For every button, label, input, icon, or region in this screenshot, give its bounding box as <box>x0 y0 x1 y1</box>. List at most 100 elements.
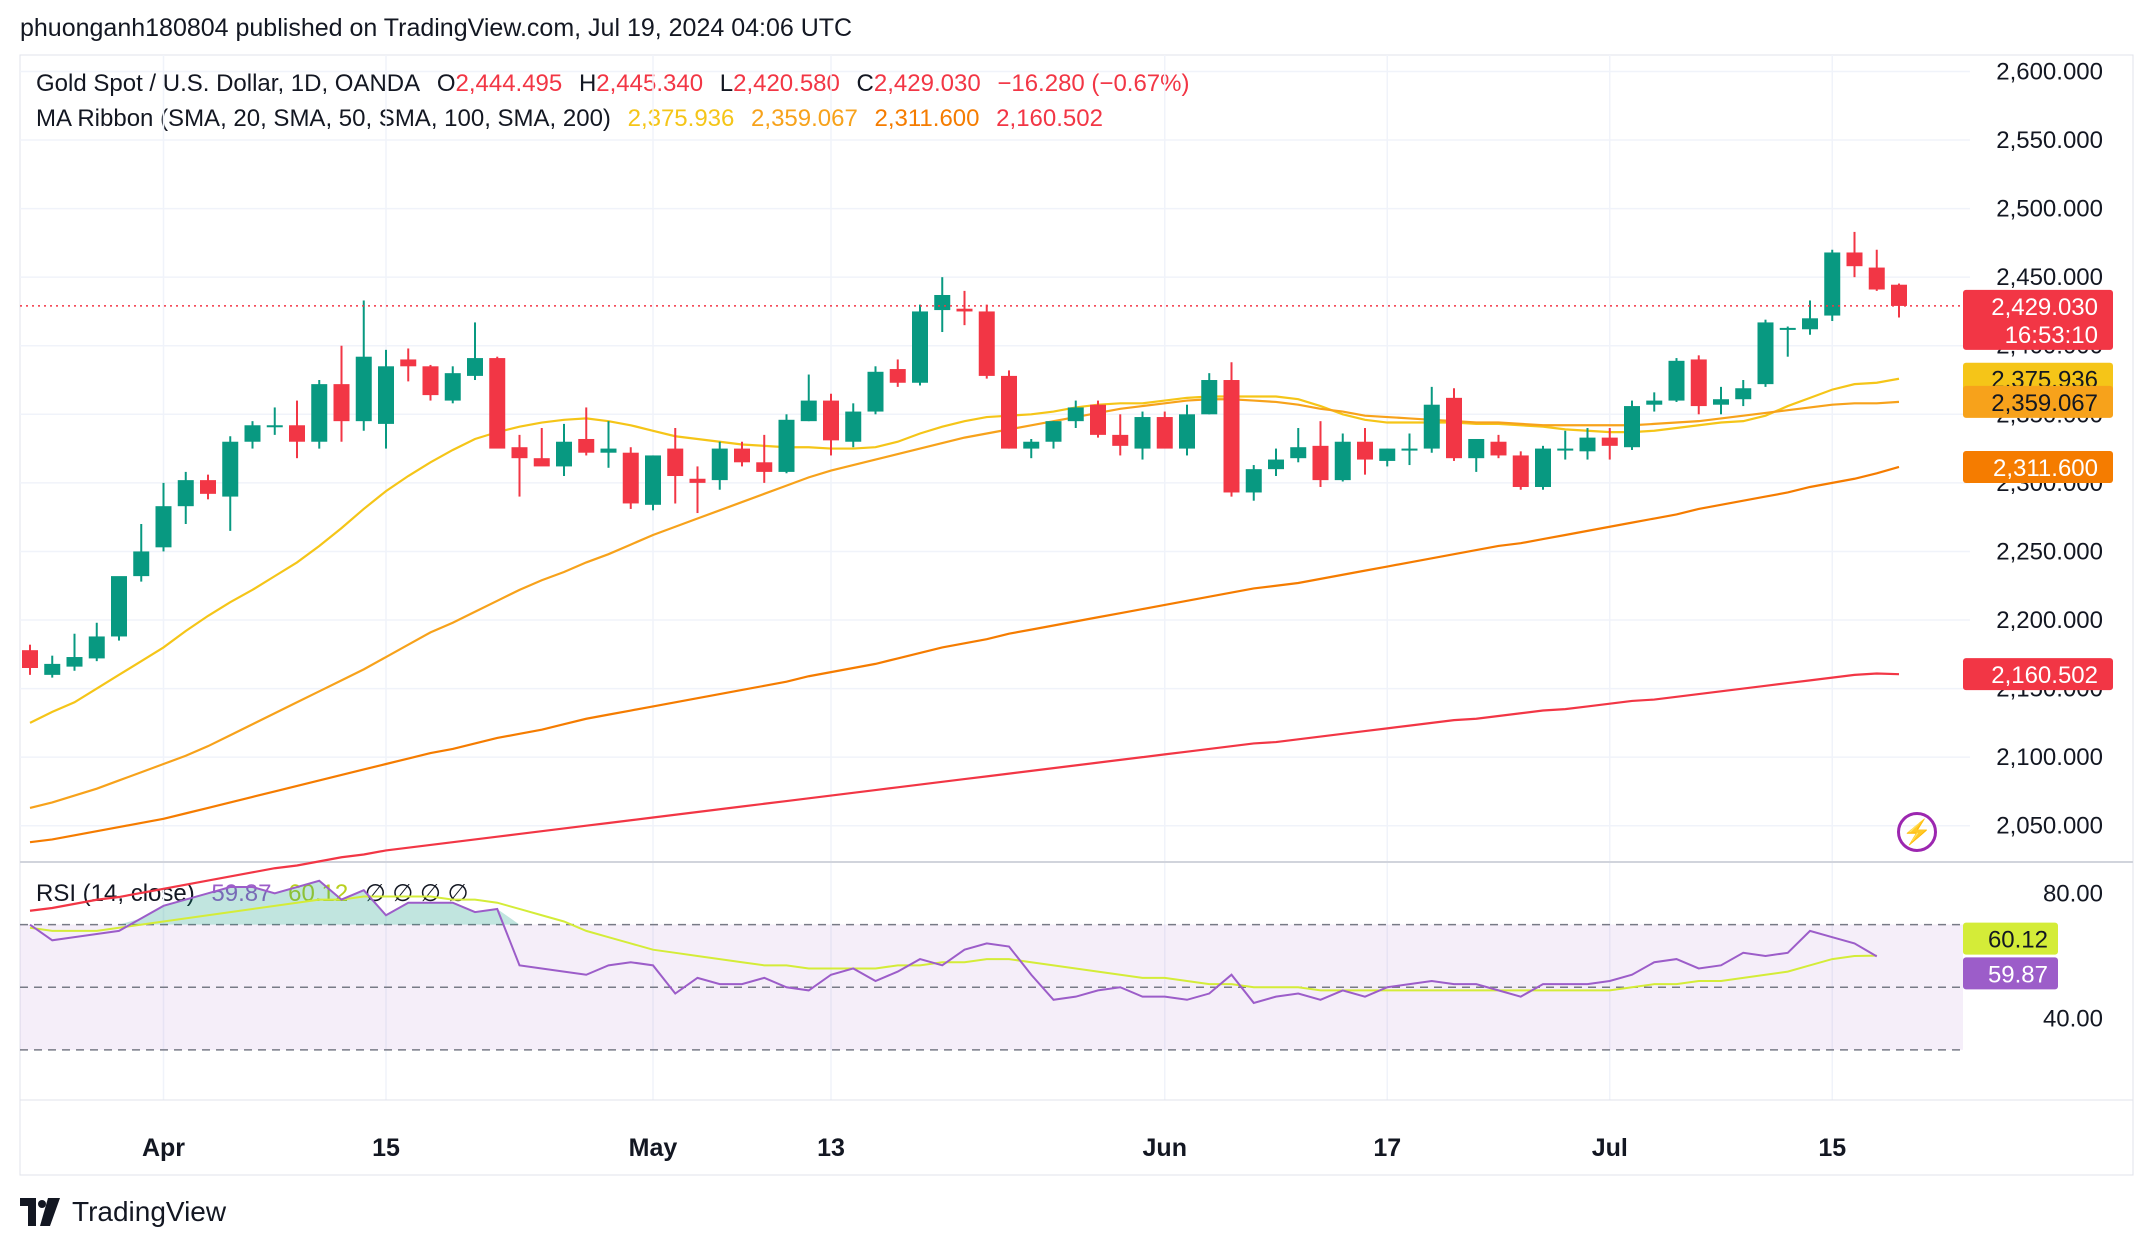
low-label: L <box>719 70 734 97</box>
candle-body <box>800 400 817 422</box>
candle-body <box>1735 388 1752 400</box>
candle-body <box>1891 284 1907 306</box>
y-tick-label: 2,450.000 <box>1996 264 2103 291</box>
candle-body <box>1446 397 1462 459</box>
candle-body <box>1290 447 1307 459</box>
candle-body <box>1245 469 1262 493</box>
candle-body <box>556 441 572 467</box>
candle-body <box>1179 414 1195 449</box>
candle-body <box>845 411 862 442</box>
candle-body <box>422 366 439 396</box>
candle-body <box>400 359 417 367</box>
candle-body <box>1312 445 1329 481</box>
y-tick-label: 2,500.000 <box>1996 196 2103 223</box>
rsi-axis-label-bg <box>1963 922 2058 955</box>
y-tick-label: 2,250.000 <box>1996 538 2103 565</box>
candle-body <box>355 356 372 422</box>
y-tick-label: 2,550.000 <box>1996 127 2103 154</box>
sma100-value: 2,311.600 <box>874 105 980 132</box>
y-tick-label: 2,600.000 <box>1996 58 2103 85</box>
candle-body <box>222 441 239 497</box>
price-axis-label-text: 2,429.030 <box>1991 294 2098 321</box>
candle-body <box>1268 459 1284 470</box>
candle-body <box>1713 399 1729 405</box>
close-value: 2,429.030 <box>873 70 981 97</box>
tradingview-brand[interactable]: TradingView <box>72 1196 227 1227</box>
candle-body <box>711 448 728 481</box>
countdown-label: 16:53:10 <box>2005 322 2098 349</box>
candle-body <box>1090 404 1106 435</box>
candle-body <box>1512 455 1529 487</box>
candle-body <box>1468 438 1485 459</box>
candle-body <box>578 438 595 453</box>
price-axis-label-bg <box>1963 450 2113 483</box>
candle-body <box>934 294 951 311</box>
candle-body <box>778 419 795 472</box>
x-tick-label: 17 <box>1373 1134 1401 1162</box>
candle-body <box>333 384 350 422</box>
rsi-title[interactable]: RSI (14, close) <box>36 880 195 907</box>
sma-line-3 <box>29 465 1900 844</box>
price-axis-label-text: 2,359.067 <box>1991 390 2098 417</box>
x-tick-label: Apr <box>142 1134 185 1162</box>
price-axis-label: 2,160.502 <box>1963 658 2113 691</box>
change-value: −16.280 (−0.67%) <box>997 70 1190 97</box>
candle-body <box>44 663 61 675</box>
candle-body <box>1401 448 1418 451</box>
rsi-line <box>29 879 1878 1005</box>
candle-body <box>155 506 172 548</box>
sma50-value: 2,359.067 <box>751 105 858 132</box>
candle-body <box>600 448 617 453</box>
high-value: 2,445.340 <box>596 70 704 97</box>
chart-frame <box>19 54 2134 1176</box>
candle-body <box>66 657 83 667</box>
price-axis-label: 2,311.600 <box>1963 450 2113 483</box>
open-value: 2,444.495 <box>455 70 563 97</box>
candle-body <box>533 458 550 467</box>
candle-body <box>88 636 105 659</box>
candle-body <box>1001 375 1017 449</box>
close-label: C <box>856 70 874 97</box>
price-axis-label-bg <box>1963 385 2113 418</box>
candle-body <box>867 371 884 412</box>
x-tick-label: May <box>629 1134 678 1162</box>
candle-body <box>756 462 773 472</box>
main-legend: Gold Spot / U.S. Dollar, 1D, OANDA O2,44… <box>36 70 1189 98</box>
candle-body <box>1134 417 1151 449</box>
candle-body <box>1334 441 1351 481</box>
candle-body <box>1112 434 1129 446</box>
rsi-axis-label-bg <box>1963 957 2058 990</box>
candle-body <box>22 650 38 669</box>
rsi-y-tick-label: 40.00 <box>2043 1006 2103 1033</box>
high-label: H <box>578 70 597 97</box>
candle-body <box>1868 267 1885 290</box>
candle-body <box>311 384 328 442</box>
candle-body <box>1423 404 1440 449</box>
candle-body <box>823 400 839 441</box>
candle-body <box>467 358 483 376</box>
symbol-title[interactable]: Gold Spot / U.S. Dollar, 1D, OANDA <box>36 70 421 97</box>
candle-body <box>1045 421 1062 442</box>
ma-legend: MA Ribbon (SMA, 20, SMA, 50, SMA, 100, S… <box>36 105 1103 133</box>
candle-body <box>1690 359 1707 407</box>
rsi-value: 59.87 <box>211 880 272 907</box>
candle-body <box>1156 417 1173 449</box>
candle-body <box>1668 360 1685 401</box>
rsi-axis-label: 60.12 <box>1963 922 2058 955</box>
open-label: O <box>436 70 456 97</box>
candle-body <box>1357 441 1373 460</box>
candle-body <box>645 455 661 505</box>
candle-body <box>244 425 261 442</box>
low-value: 2,420.580 <box>733 70 840 97</box>
lightning-icon[interactable]: ⚡ <box>1897 812 1937 852</box>
candle-body <box>1846 252 1863 267</box>
ma-ribbon-title[interactable]: MA Ribbon (SMA, 20, SMA, 50, SMA, 100, S… <box>36 105 611 132</box>
y-tick-label: 2,200.000 <box>1996 607 2103 634</box>
x-tick-label: Jun <box>1143 1134 1187 1162</box>
sma-line-4 <box>29 672 1900 912</box>
rsi-ma-line <box>29 895 1877 992</box>
candle-body <box>1601 437 1618 446</box>
sma-line-2 <box>29 398 1900 809</box>
